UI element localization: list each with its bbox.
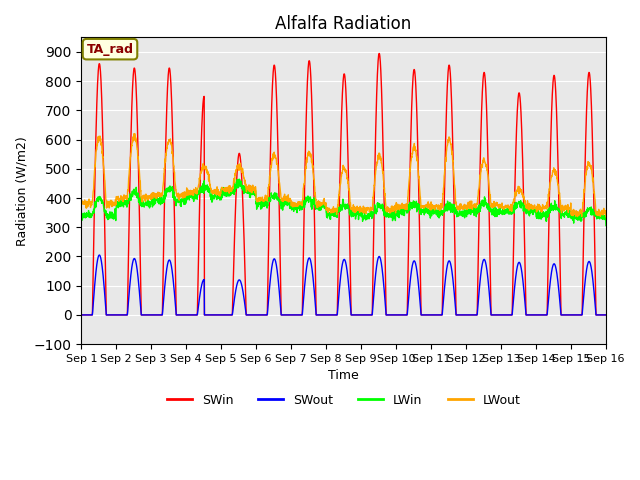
Text: TA_rad: TA_rad (86, 43, 134, 56)
SWin (133, 114, 141, 120)
SWout (637, 312, 640, 318)
SWin (395, 312, 403, 318)
SWin (561, 312, 569, 318)
SWin (77, 312, 85, 318)
Y-axis label: Radiation (W/m2): Radiation (W/m2) (15, 136, 28, 246)
LWin (637, 222, 640, 228)
Title: Alfalfa Radiation: Alfalfa Radiation (275, 15, 412, 33)
LWout (530, 206, 538, 212)
LWout (395, 205, 403, 211)
LWin (395, 205, 403, 211)
LWout (254, 199, 262, 204)
SWout (395, 312, 403, 318)
LWin (530, 205, 538, 211)
SWout (77, 312, 85, 318)
Line: LWout: LWout (81, 133, 640, 223)
SWin (637, 312, 640, 318)
LWin (77, 212, 85, 218)
LWin (630, 228, 637, 234)
SWout (95, 252, 103, 258)
LWin (561, 211, 569, 216)
Legend: SWin, SWout, LWin, LWout: SWin, SWout, LWin, LWout (162, 388, 525, 411)
SWin (530, 312, 538, 318)
LWout (77, 200, 85, 206)
LWin (254, 204, 262, 209)
LWout (630, 220, 637, 226)
LWin (236, 176, 243, 182)
LWout (629, 215, 637, 221)
LWout (637, 213, 640, 219)
Line: SWin: SWin (81, 53, 640, 315)
LWout (561, 206, 569, 212)
SWout (134, 269, 141, 275)
SWin (629, 312, 637, 318)
SWout (254, 312, 262, 318)
LWout (131, 131, 138, 136)
SWin (375, 50, 383, 56)
LWin (133, 195, 141, 201)
LWin (629, 224, 637, 230)
LWout (134, 146, 141, 152)
Line: LWin: LWin (81, 179, 640, 231)
SWin (254, 312, 262, 318)
X-axis label: Time: Time (328, 370, 359, 383)
Line: SWout: SWout (81, 255, 640, 315)
SWout (530, 312, 538, 318)
SWout (561, 312, 569, 318)
SWout (629, 312, 637, 318)
